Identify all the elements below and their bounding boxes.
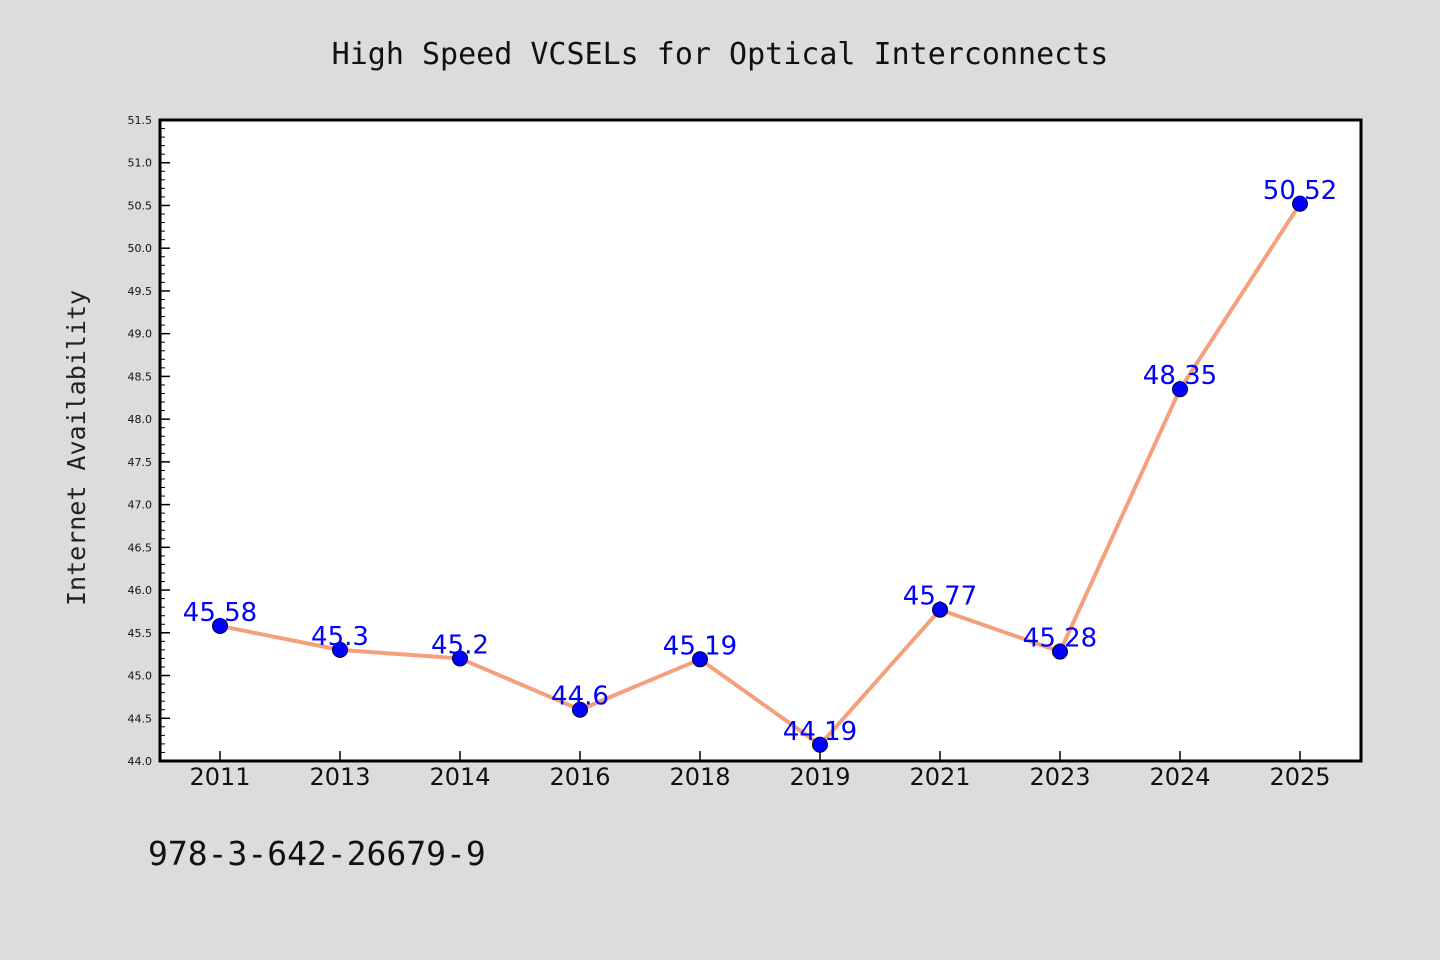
- data-point: [452, 650, 468, 667]
- data-label: 45.2: [431, 630, 489, 660]
- series-line: [218, 201, 1302, 747]
- x-tick-label: 2024: [1149, 763, 1210, 791]
- y-axis: 44.0 44.5 45.0 45.5 46.0 46.5 47.0 47.5 48.0 48.5…: [128, 114, 170, 768]
- y-tick-label: 48.5: [128, 370, 153, 383]
- y-tick-label: 44.0: [128, 755, 153, 768]
- y-tick-label: 51.0: [128, 157, 153, 170]
- y-tick-label: 47.5: [128, 456, 153, 469]
- data-point: [1292, 195, 1308, 212]
- data-point: [692, 651, 708, 668]
- data-point: [332, 641, 348, 658]
- data-point: [572, 701, 588, 718]
- data-label: 45.77: [903, 582, 977, 612]
- y-tick-label: 50.5: [128, 199, 153, 212]
- series-layer: [212, 195, 1308, 753]
- x-tick-label: 2016: [549, 763, 610, 791]
- x-tick-label: 2018: [669, 763, 730, 791]
- y-tick-label: 48.0: [128, 413, 153, 426]
- data-label-layer: 45.58 45.3 45.2 44.6 45.19 44.19 45.77 45.28 48.…: [183, 176, 1337, 747]
- x-axis: 2011 2013 2014 2016 2018 2019 2021 2023 2024 2025: [189, 751, 1331, 791]
- y-tick-label: 45.0: [128, 670, 153, 683]
- y-tick-label: 50.0: [128, 242, 153, 255]
- x-tick-label: 2021: [909, 763, 970, 791]
- data-label: 44.6: [551, 682, 609, 712]
- x-tick-label: 2025: [1269, 763, 1330, 791]
- data-label: 45.3: [311, 622, 369, 652]
- data-point: [1172, 381, 1188, 398]
- y-tick-label: 49.5: [128, 285, 153, 298]
- y-tick-label: 46.5: [128, 541, 153, 554]
- chart-title: High Speed VCSELs for Optical Interconne…: [332, 37, 1109, 72]
- y-tick-label: 49.0: [128, 328, 153, 341]
- y-axis-label: Internet Availability: [62, 290, 91, 606]
- y-tick-label: 44.5: [128, 712, 153, 725]
- footnote-isbn: 978-3-642-26679-9: [148, 834, 486, 873]
- data-label: 48.35: [1143, 361, 1217, 391]
- x-tick-label: 2013: [309, 763, 370, 791]
- data-point: [1052, 643, 1068, 660]
- y-tick-label: 45.5: [128, 627, 153, 640]
- data-point: [932, 601, 948, 618]
- x-tick-label: 2023: [1029, 763, 1090, 791]
- data-point: [212, 617, 228, 634]
- x-tick-label: 2014: [429, 763, 490, 791]
- x-tick-label: 2011: [189, 763, 250, 791]
- data-label: 50.52: [1263, 176, 1337, 206]
- data-label: 45.19: [663, 631, 737, 661]
- data-label: 44.19: [783, 717, 857, 747]
- data-label: 45.58: [183, 598, 257, 628]
- data-point: [812, 736, 828, 753]
- y-tick-label: 46.0: [128, 584, 153, 597]
- x-tick-label: 2019: [789, 763, 850, 791]
- y-tick-label: 47.0: [128, 499, 153, 512]
- data-label: 45.28: [1023, 624, 1097, 654]
- y-tick-label: 51.5: [128, 114, 153, 127]
- plot-area: [158, 118, 1363, 763]
